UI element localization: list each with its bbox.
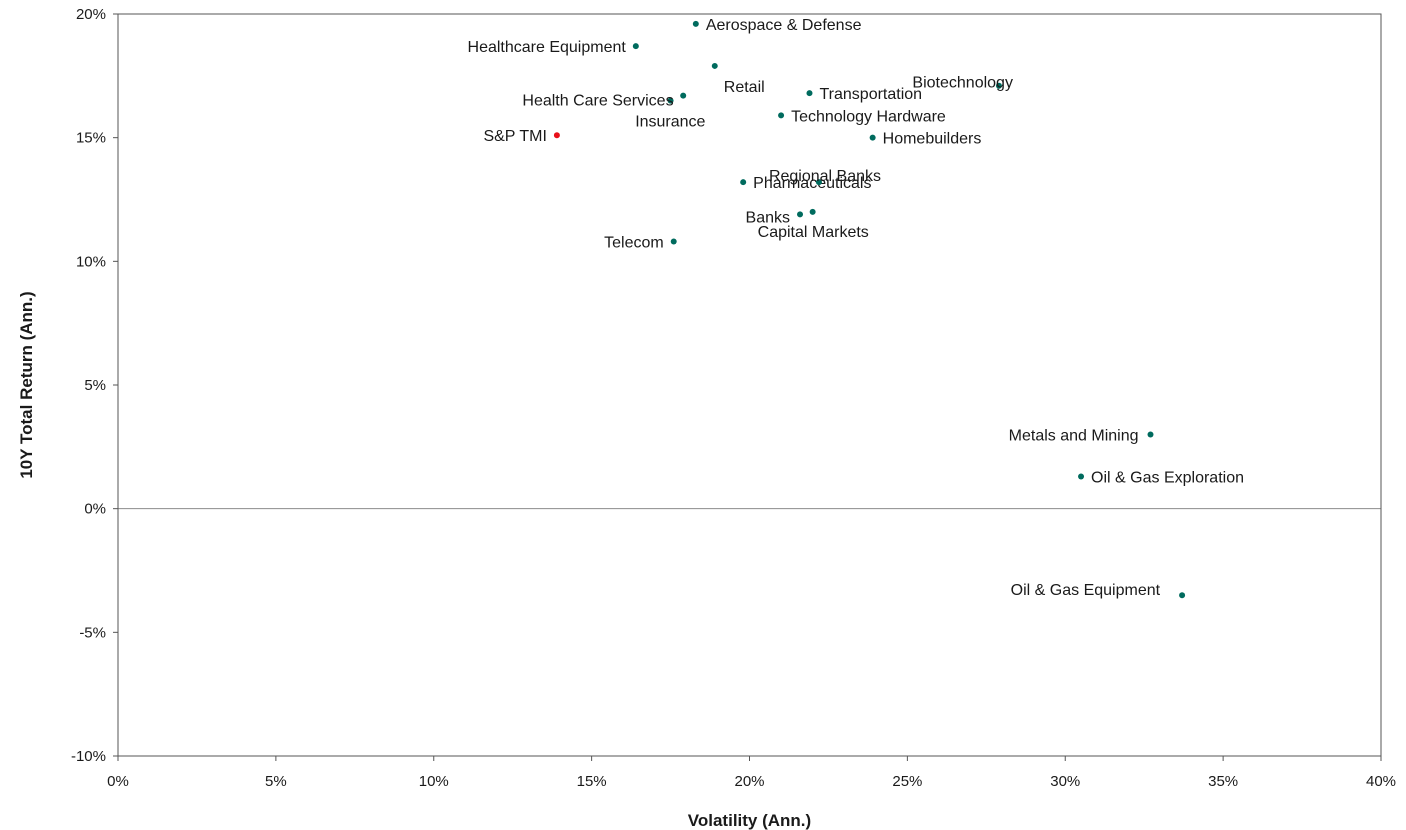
y-tick-label: 10%: [76, 253, 106, 270]
point-label: Oil & Gas Equipment: [1011, 582, 1161, 599]
x-tick-label: 15%: [577, 773, 607, 790]
point-label: Retail: [724, 79, 765, 96]
y-tick-label: 5%: [84, 377, 106, 394]
y-tick-label: 15%: [76, 130, 106, 147]
data-point: [692, 20, 699, 27]
y-tick-label: -5%: [79, 624, 106, 641]
data-point: [740, 179, 747, 186]
x-tick-label: 0%: [107, 773, 129, 790]
data-point: [670, 238, 677, 245]
data-point: [815, 179, 822, 186]
x-tick-label: 5%: [265, 773, 287, 790]
data-point: [995, 82, 1002, 89]
point-label: Metals and Mining: [1009, 427, 1139, 444]
x-axis-ticks: 0% 5% 10% 15% 20% 25% 30% 35% 40%: [107, 756, 1396, 790]
point-label: Oil & Gas Exploration: [1091, 470, 1244, 487]
y-tick-label: 0%: [84, 501, 106, 518]
point-label: Telecom: [604, 235, 664, 252]
y-tick-label: -10%: [71, 748, 106, 765]
data-point: [1147, 431, 1154, 438]
data-point: [1078, 473, 1085, 480]
point-label: Aerospace & Defense: [706, 17, 862, 34]
data-point: [711, 62, 718, 69]
point-label: Banks: [746, 209, 790, 226]
point-label: Homebuilders: [883, 131, 982, 148]
x-tick-label: 35%: [1208, 773, 1238, 790]
data-point: [553, 132, 560, 139]
x-tick-label: 30%: [1050, 773, 1080, 790]
point-label: Regional Banks: [769, 168, 881, 185]
data-point: [1179, 592, 1186, 599]
data-points: Aerospace & Defense Healthcare Equipment R…: [468, 17, 1244, 599]
x-tick-label: 40%: [1366, 773, 1396, 790]
y-tick-label: 20%: [76, 6, 106, 23]
data-point: [797, 211, 804, 218]
point-label: Transportation: [819, 86, 922, 103]
data-point: [869, 134, 876, 141]
x-tick-label: 20%: [734, 773, 764, 790]
y-axis-ticks: -10% -5% 0% 5% 10% 15% 20%: [71, 6, 118, 765]
point-label: Capital Markets: [758, 224, 869, 241]
point-label: Technology Hardware: [791, 108, 946, 125]
data-point: [632, 43, 639, 50]
plot-area: [117, 13, 1382, 757]
data-point: [778, 112, 785, 119]
point-label: Healthcare Equipment: [468, 39, 627, 56]
point-label: S&P TMI: [483, 128, 546, 145]
data-point: [806, 90, 813, 97]
x-tick-label: 10%: [419, 773, 449, 790]
point-label: Pharmaceuticals: [753, 175, 871, 192]
x-axis-title: Volatility (Ann.): [688, 811, 811, 830]
data-point: [680, 92, 687, 99]
point-label: Insurance: [635, 114, 705, 131]
point-label: Health Care Services: [522, 93, 673, 110]
x-tick-label: 25%: [892, 773, 922, 790]
data-point: [667, 97, 674, 104]
data-point: [809, 208, 816, 215]
y-axis-title: 10Y Total Return (Ann.): [17, 291, 36, 478]
point-label: Biotechnology: [912, 75, 1013, 92]
